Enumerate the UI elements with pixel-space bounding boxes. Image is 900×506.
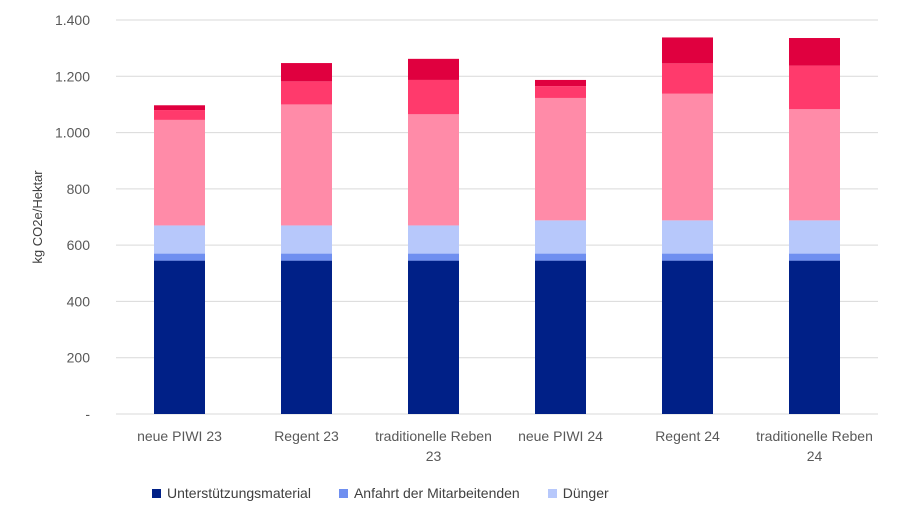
bar-segment-4 (535, 97, 586, 221)
gridlines (116, 19, 878, 415)
bar-segment-2 (789, 253, 840, 261)
legend-item: Anfahrt der Mitarbeitenden (338, 484, 520, 502)
y-tick-label: 1.200 (55, 68, 90, 84)
bar-segment-6 (408, 58, 459, 80)
bars (154, 37, 840, 414)
y-tick-label: 600 (67, 237, 91, 253)
bar-segment-6 (154, 105, 205, 111)
legend-label: Unterstützungsmaterial (167, 485, 311, 501)
y-axis-label: kg CO2e/Hektar (30, 170, 45, 264)
bar-segment-4 (281, 104, 332, 226)
bar-segment-4 (662, 93, 713, 221)
y-axis-ticks: - 200 400 600 800 1.000 1.200 1.400 (55, 12, 90, 422)
x-category-label: neue PIWI 24 (518, 428, 603, 444)
x-category-label: traditionelle Reben 24 (756, 428, 873, 464)
bar-segment-3 (154, 225, 205, 254)
bar-segment-2 (154, 253, 205, 261)
x-category-label: Regent 24 (655, 428, 720, 444)
legend-item: Dünger (547, 484, 609, 502)
bar-segment-3 (281, 225, 332, 254)
legend-item: Unterstützungsmaterial (152, 484, 311, 502)
bar-segment-5 (789, 65, 840, 110)
bar-segment-1 (789, 260, 840, 414)
bar-segment-6 (535, 79, 586, 87)
bar-segment-1 (662, 260, 713, 414)
bar-segment-5 (408, 79, 459, 115)
bar-segment-2 (408, 253, 459, 261)
stacked-bar-chart: - 200 400 600 800 1.000 1.200 1.400 neue PIWI 2… (30, 12, 878, 464)
bar-segment-4 (408, 114, 459, 226)
bar-segment-2 (662, 253, 713, 261)
bar-segment-3 (408, 225, 459, 254)
x-category-label: traditionelle Reben 23 (375, 428, 492, 464)
legend-swatch (152, 488, 161, 498)
bar-segment-6 (662, 37, 713, 64)
bar-segment-6 (281, 63, 332, 82)
bar-segment-6 (789, 38, 840, 66)
bar-segment-2 (281, 253, 332, 261)
legend-label: Anfahrt der Mitarbeitenden (353, 485, 520, 501)
y-tick-label: 800 (67, 181, 91, 197)
legend: Unterstützungsmaterial Anfahrt der Mitarb… (152, 484, 637, 502)
x-category-label: neue PIWI 23 (137, 428, 222, 444)
legend-swatch (547, 488, 557, 498)
y-tick-label: - (85, 406, 90, 422)
bar-segment-3 (535, 220, 586, 254)
legend-label: Dünger (562, 485, 609, 501)
y-tick-label: 1.000 (55, 125, 90, 141)
y-tick-label: 400 (67, 293, 91, 309)
bar-segment-1 (281, 260, 332, 414)
y-tick-label: 200 (67, 350, 91, 366)
x-category-label: Regent 23 (274, 428, 339, 444)
bar-segment-5 (281, 81, 332, 105)
bar-segment-5 (535, 86, 586, 98)
bar-segment-1 (408, 260, 459, 414)
x-axis-categories: neue PIWI 23 Regent 23 traditionelle Reben… (137, 428, 873, 464)
y-tick-label: 1.400 (55, 12, 90, 28)
legend-swatch (338, 488, 348, 498)
bar-segment-4 (789, 109, 840, 221)
bar-segment-3 (662, 220, 713, 254)
bar-segment-1 (154, 260, 205, 414)
bar-segment-3 (789, 220, 840, 254)
bar-segment-2 (535, 253, 586, 261)
bar-segment-4 (154, 119, 205, 226)
bar-segment-5 (154, 110, 205, 120)
bar-segment-5 (662, 63, 713, 94)
bar-segment-1 (535, 260, 586, 414)
